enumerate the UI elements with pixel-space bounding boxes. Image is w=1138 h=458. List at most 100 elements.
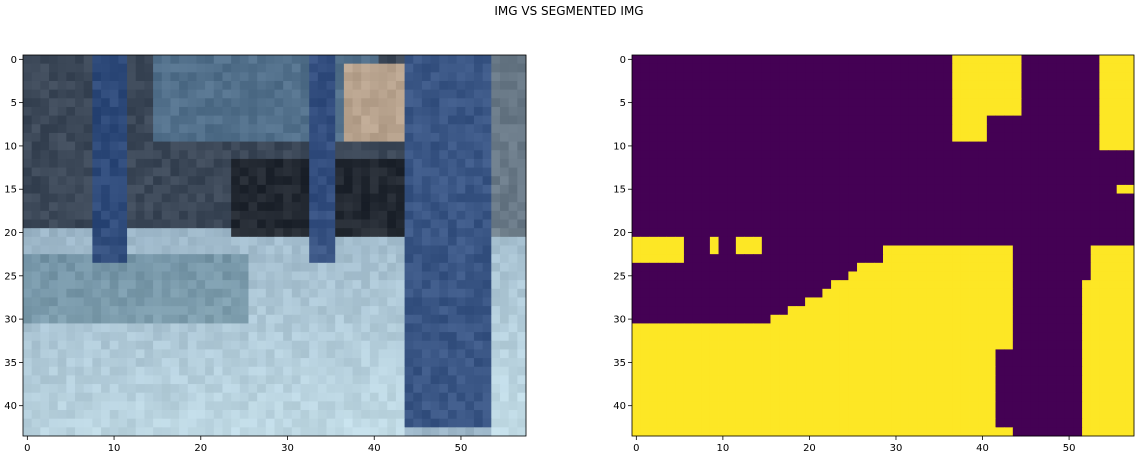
image-pixel bbox=[430, 184, 440, 194]
image-pixel bbox=[456, 55, 466, 65]
segment-foreground-cell bbox=[848, 366, 858, 376]
segment-background-cell bbox=[692, 288, 702, 298]
segment-background-cell bbox=[640, 150, 650, 160]
segment-background-cell bbox=[640, 115, 650, 125]
image-pixel bbox=[205, 193, 215, 203]
image-pixel bbox=[57, 375, 67, 385]
segment-background-cell bbox=[865, 254, 875, 264]
image-pixel bbox=[387, 72, 397, 82]
segment-foreground-cell bbox=[1012, 72, 1022, 82]
image-pixel bbox=[447, 132, 458, 142]
segment-background-cell bbox=[1038, 358, 1048, 368]
segment-foreground-cell bbox=[848, 314, 858, 324]
image-pixel bbox=[135, 115, 145, 125]
segment-background-cell bbox=[753, 132, 763, 142]
image-pixel bbox=[326, 106, 336, 117]
segment-foreground-cell bbox=[683, 366, 693, 376]
segment-background-cell bbox=[995, 210, 1005, 220]
segment-foreground-cell bbox=[960, 306, 970, 316]
segment-background-cell bbox=[735, 202, 745, 212]
image-pixel bbox=[83, 288, 93, 298]
image-pixel bbox=[31, 228, 41, 238]
image-pixel bbox=[248, 375, 258, 385]
segment-background-cell bbox=[1064, 228, 1074, 238]
image-pixel bbox=[369, 124, 379, 134]
segment-background-cell bbox=[744, 288, 754, 298]
image-pixel bbox=[465, 150, 475, 160]
segment-foreground-cell bbox=[969, 89, 979, 99]
image-pixel bbox=[205, 323, 215, 333]
segment-foreground-cell bbox=[1108, 297, 1118, 307]
image-pixel bbox=[109, 384, 119, 394]
image-pixel bbox=[473, 150, 484, 160]
segment-foreground-cell bbox=[943, 392, 953, 402]
image-pixel bbox=[413, 219, 423, 229]
image-pixel bbox=[300, 55, 310, 65]
segment-background-cell bbox=[718, 124, 728, 134]
image-pixel bbox=[274, 219, 284, 229]
image-pixel bbox=[300, 80, 310, 91]
segment-foreground-cell bbox=[978, 254, 988, 264]
image-pixel bbox=[231, 80, 241, 91]
segment-background-cell bbox=[744, 55, 754, 65]
image-pixel bbox=[265, 228, 275, 238]
image-pixel bbox=[404, 55, 414, 65]
segment-background-cell bbox=[744, 210, 754, 220]
image-pixel bbox=[421, 288, 431, 298]
segment-foreground-cell bbox=[900, 392, 910, 402]
segment-background-cell bbox=[813, 271, 823, 281]
segment-background-cell bbox=[900, 176, 910, 186]
image-pixel bbox=[187, 418, 197, 428]
segment-foreground-cell bbox=[675, 245, 685, 255]
image-pixel bbox=[517, 115, 527, 125]
image-pixel bbox=[395, 262, 405, 272]
segment-background-cell bbox=[883, 236, 893, 246]
image-pixel bbox=[508, 141, 518, 151]
image-pixel bbox=[378, 392, 388, 402]
image-pixel bbox=[447, 375, 458, 385]
image-pixel bbox=[378, 280, 388, 290]
image-pixel bbox=[300, 63, 310, 73]
image-pixel bbox=[378, 106, 388, 117]
image-pixel bbox=[439, 236, 449, 246]
image-pixel bbox=[456, 392, 466, 402]
image-pixel bbox=[118, 392, 128, 402]
segment-foreground-cell bbox=[986, 98, 996, 108]
image-pixel bbox=[387, 132, 397, 142]
image-pixel bbox=[31, 176, 41, 186]
segment-background-cell bbox=[934, 124, 944, 134]
image-pixel bbox=[118, 236, 128, 246]
image-pixel bbox=[508, 158, 518, 168]
image-pixel bbox=[326, 80, 336, 91]
segment-background-cell bbox=[943, 219, 953, 229]
segment-foreground-cell bbox=[805, 366, 815, 376]
image-pixel bbox=[369, 384, 379, 394]
image-pixel bbox=[101, 236, 111, 246]
segment-background-cell bbox=[1082, 202, 1092, 212]
image-pixel bbox=[508, 55, 518, 65]
segment-background-cell bbox=[675, 193, 685, 203]
segment-background-cell bbox=[952, 150, 962, 160]
segment-background-cell bbox=[831, 63, 841, 73]
image-pixel bbox=[109, 89, 119, 99]
segment-foreground-cell bbox=[632, 254, 642, 264]
image-pixel bbox=[283, 358, 293, 368]
segment-foreground-cell bbox=[874, 392, 884, 402]
segment-foreground-cell bbox=[865, 280, 875, 290]
image-pixel bbox=[179, 210, 189, 220]
image-pixel bbox=[257, 306, 267, 316]
x-tick-label: 50 bbox=[455, 443, 468, 454]
image-pixel bbox=[135, 245, 145, 255]
image-pixel bbox=[274, 288, 284, 298]
image-pixel bbox=[430, 63, 440, 73]
image-pixel bbox=[395, 427, 405, 437]
segment-background-cell bbox=[770, 254, 780, 264]
image-pixel bbox=[439, 375, 449, 385]
segment-background-cell bbox=[1056, 55, 1066, 65]
image-pixel bbox=[144, 306, 154, 316]
image-pixel bbox=[387, 401, 397, 411]
image-pixel bbox=[205, 254, 215, 264]
image-pixel bbox=[92, 210, 102, 220]
image-pixel bbox=[239, 124, 249, 134]
segment-background-cell bbox=[701, 245, 711, 255]
